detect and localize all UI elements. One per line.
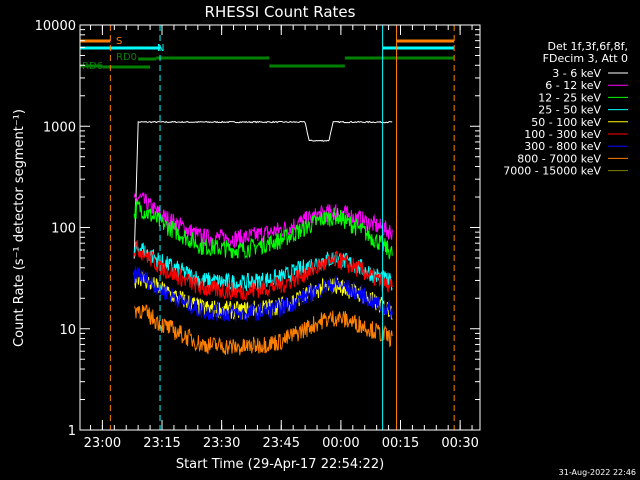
legend-header: Det 1f,3f,6f,8f, (547, 40, 628, 53)
y-tick-label: 1 (68, 424, 76, 439)
x-tick-label: 23:15 (143, 436, 180, 451)
legend-entry-label: 3 - 6 keV (552, 67, 601, 80)
flag-bar-label: S (116, 36, 122, 47)
flag-bar-label: N (157, 43, 164, 54)
series-line (133, 266, 393, 322)
flag-bar-label: RD6 (82, 61, 103, 72)
series-lines (133, 120, 393, 356)
series-line (133, 271, 393, 320)
series-line (133, 304, 393, 356)
y-tick-label: 100 (51, 222, 76, 237)
series-line (133, 240, 393, 301)
legend-entry-label: 12 - 25 keV (538, 91, 601, 104)
x-tick-label: 23:30 (203, 436, 240, 451)
x-axis-label: Start Time (29-Apr-17 22:54:22) (176, 457, 384, 472)
legend: Det 1f,3f,6f,8f,FDecim 3, Att 0 3 - 6 keV… (503, 40, 628, 178)
y-tick-label: 10 (59, 323, 76, 338)
x-tick-label: 00:15 (382, 436, 419, 451)
legend-entry-label: 100 - 300 keV (524, 128, 601, 141)
y-axis-label: Count Rate (s⁻¹ detector segment⁻¹) (12, 109, 27, 347)
y-tick-label: 1000 (43, 120, 76, 135)
x-tick-label: 00:00 (322, 436, 359, 451)
x-tick-label: 23:00 (84, 436, 121, 451)
legend-entry-label: 7000 - 15000 keV (503, 165, 601, 178)
flag-bar-label: RD0 (116, 52, 137, 63)
x-tick-label: 23:45 (263, 436, 300, 451)
timestamp: 31-Aug-2022 22:46 (559, 468, 636, 477)
legend-entry-label: 300 - 800 keV (524, 140, 601, 153)
x-axis: 23:00 23:15 23:30 23:45 00:00 00:15 00:30 (84, 25, 479, 451)
series-line (133, 200, 393, 260)
legend-entry-label: 25 - 50 keV (538, 104, 601, 117)
legend-entry-label: 6 - 12 keV (545, 79, 601, 92)
y-tick-label: 10000 (35, 19, 76, 34)
legend-header: FDecim 3, Att 0 (543, 52, 628, 65)
series-line (133, 120, 393, 259)
legend-entry-label: 50 - 100 keV (531, 116, 601, 129)
chart-title: RHESSI Count Rates (205, 3, 356, 21)
legend-entry-label: 800 - 7000 keV (517, 152, 601, 165)
x-tick-label: 00:30 (441, 436, 478, 451)
